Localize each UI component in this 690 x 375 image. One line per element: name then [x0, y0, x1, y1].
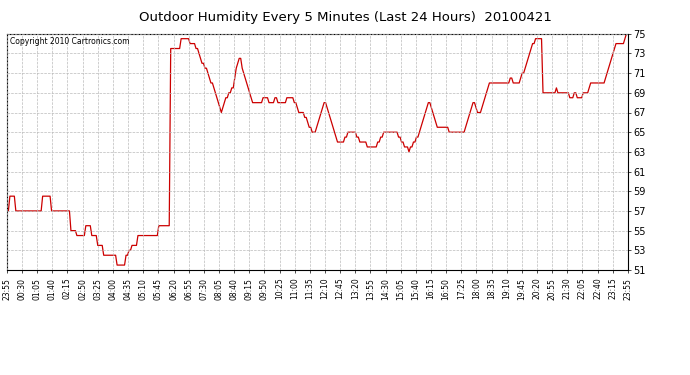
Text: Copyright 2010 Cartronics.com: Copyright 2010 Cartronics.com	[10, 37, 130, 46]
Text: Outdoor Humidity Every 5 Minutes (Last 24 Hours)  20100421: Outdoor Humidity Every 5 Minutes (Last 2…	[139, 11, 551, 24]
